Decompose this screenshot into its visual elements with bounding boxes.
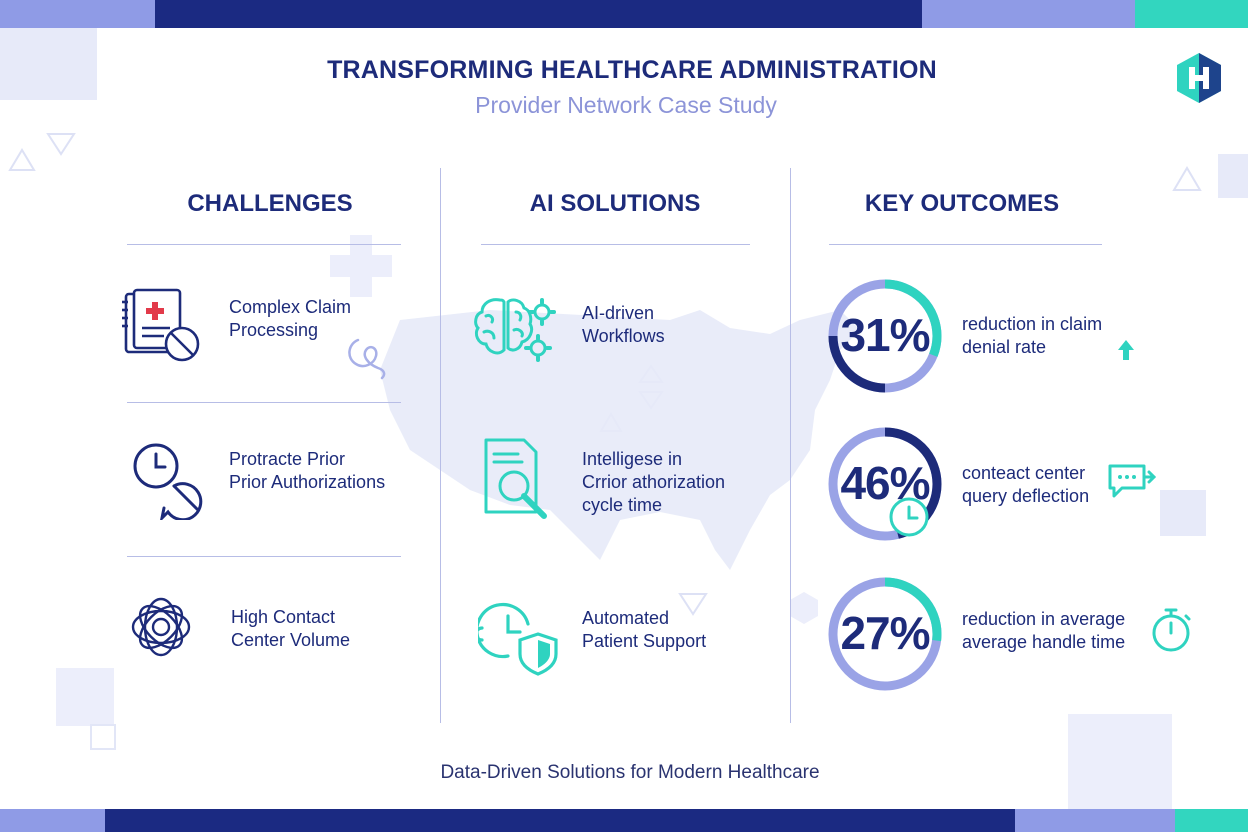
column-divider (440, 168, 441, 723)
progress-ring (828, 427, 942, 541)
clock-shield-icon (478, 602, 558, 676)
top-bar-segment (922, 0, 1135, 28)
solution-text: AI-driven Workflows (582, 303, 665, 346)
decor-triangles (8, 133, 76, 171)
page-title: TRANSFORMING HEALTHCARE ADMINISTRATION (327, 56, 937, 84)
outcome-text: conteact center query deflection (962, 463, 1090, 506)
outcome-text: reduction in claim denial rate (962, 314, 1103, 357)
bottom-bar-segment (105, 809, 1015, 832)
decor-square (0, 28, 97, 100)
decor-cross (330, 235, 392, 297)
footer-tagline: Data-Driven Solutions for Modern Healthc… (440, 762, 820, 783)
claim-documents-icon (122, 288, 200, 362)
progress-ring (828, 279, 942, 393)
heading-rule (829, 244, 1102, 245)
heading-rule (127, 244, 401, 245)
decor-triangle (1172, 166, 1202, 191)
hexagon-logo-icon (1177, 53, 1221, 103)
brain-gears-icon (474, 298, 556, 362)
solutions-heading: AI SOLUTIONS (529, 190, 701, 217)
decor-square (56, 668, 114, 726)
progress-ring (828, 577, 942, 691)
decor-hexagon (790, 592, 818, 624)
challenges-heading: CHALLENGES (187, 190, 353, 217)
tangled-network-icon (131, 597, 191, 657)
arrow-up-icon (1118, 340, 1134, 360)
decor-square (1160, 490, 1206, 536)
decor-square-outline (90, 724, 116, 750)
row-divider (127, 556, 401, 557)
outcome-value: 27% (840, 607, 930, 659)
top-bar-segment (0, 0, 155, 28)
clock-badge-icon (889, 497, 929, 537)
outcomes-heading: KEY OUTCOMES (864, 190, 1060, 217)
decor-square (1218, 154, 1248, 198)
us-map-silhouette (380, 310, 860, 570)
row-divider (127, 402, 401, 403)
loop-arrow-icon (348, 338, 386, 380)
challenge-text: High Contact Center Volume (231, 607, 351, 650)
outcome-text: reduction in average average handle time (962, 609, 1126, 652)
decor-triangle (678, 593, 708, 616)
bottom-bar-segment (0, 809, 105, 832)
document-search-icon (484, 438, 547, 519)
bottom-bar-segment (1175, 809, 1248, 832)
page-subtitle: Provider Network Case Study (475, 92, 777, 118)
chat-bubble-icon (1108, 464, 1156, 498)
top-bar-segment (155, 0, 922, 28)
stopwatch-icon (1152, 608, 1191, 652)
column-divider (790, 168, 791, 723)
challenge-text: Protracte Prior Prior Authorizations (229, 449, 386, 492)
top-bar-segment (1135, 0, 1248, 28)
decor-square (1068, 714, 1172, 809)
solution-text: Automated Patient Support (582, 608, 707, 651)
clock-blocked-icon (133, 443, 203, 520)
outcome-value: 31% (840, 309, 930, 361)
bottom-bar-segment (1015, 809, 1175, 832)
challenge-text: Complex Claim Processing (229, 297, 352, 340)
heading-rule (481, 244, 750, 245)
solution-text: Intelligese in Crrior athorization cycle… (582, 449, 726, 515)
